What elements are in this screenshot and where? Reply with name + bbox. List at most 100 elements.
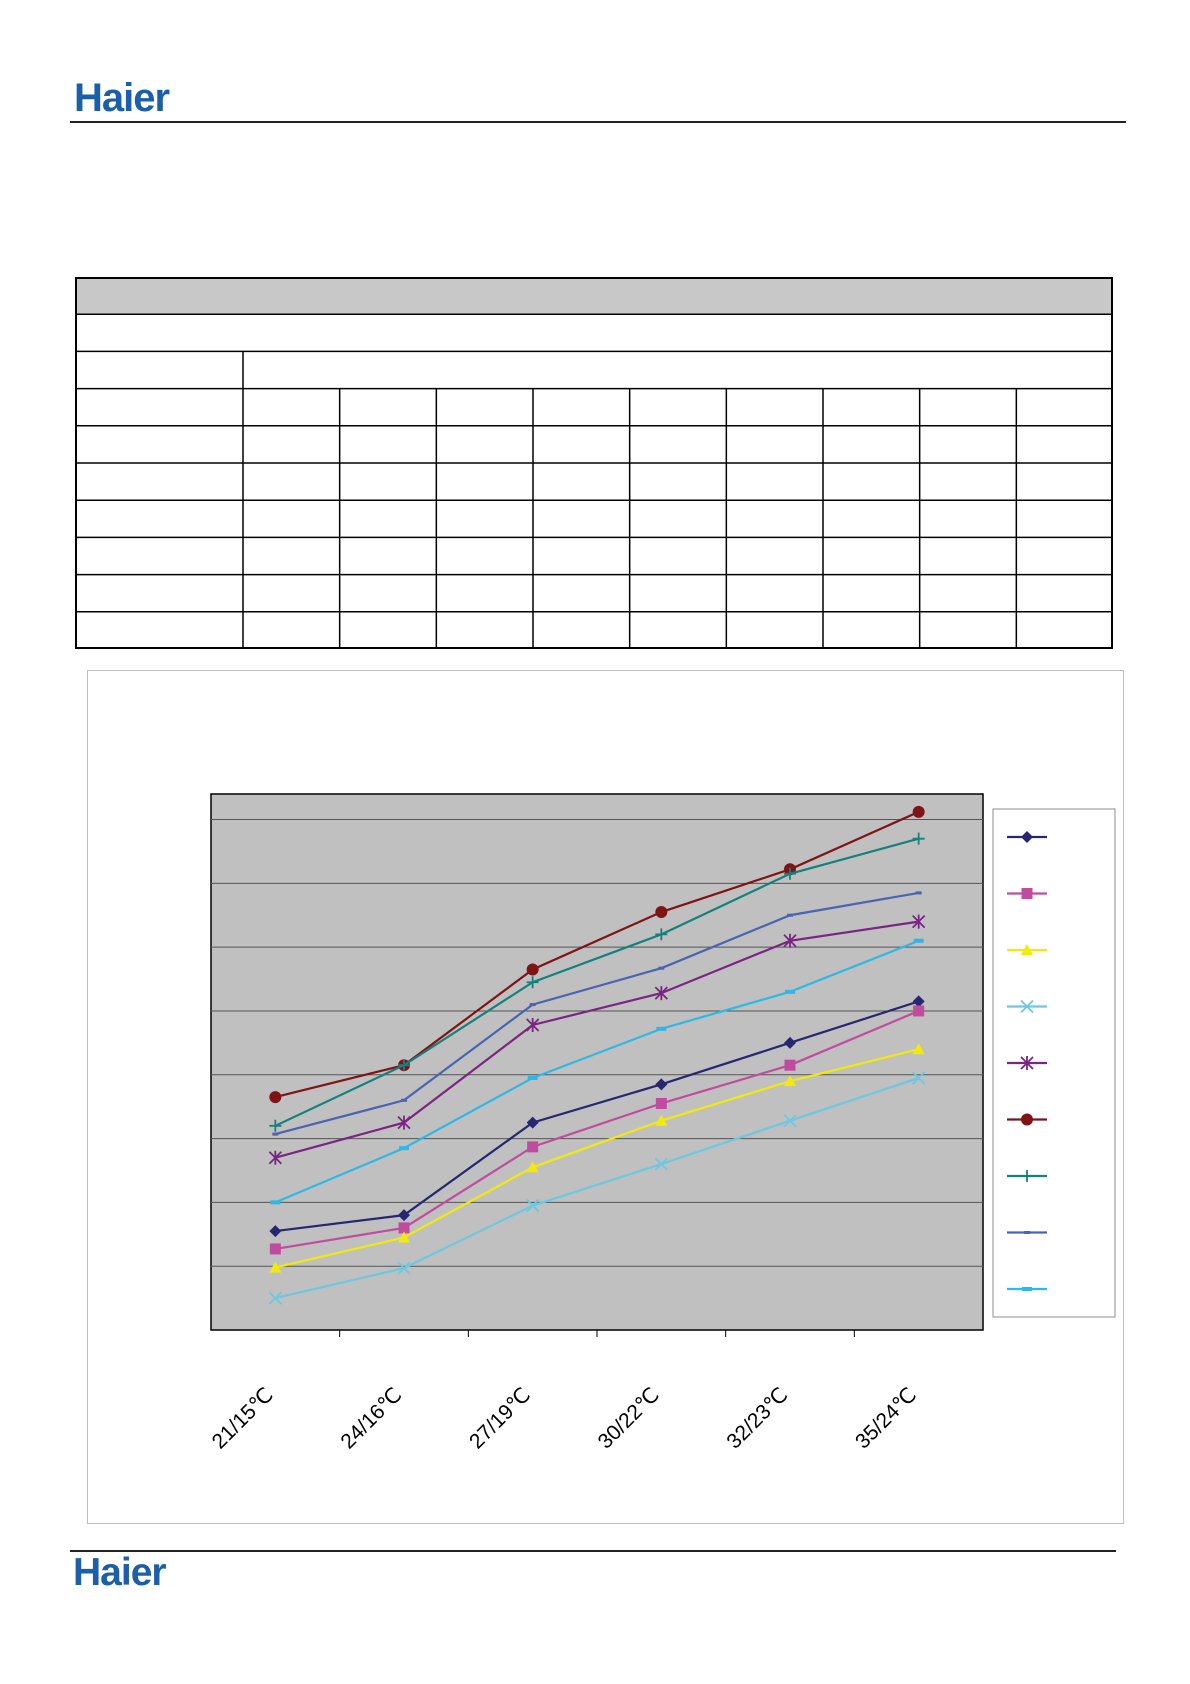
- series-1: [269, 995, 925, 1238]
- series-8-point: [401, 1098, 407, 1102]
- series-9-point: [913, 938, 924, 943]
- legend-entry-7: [1007, 1170, 1047, 1182]
- legend-entry-3: [1007, 944, 1047, 955]
- series-4-point: [397, 1261, 411, 1275]
- series-6-point: [269, 1091, 282, 1104]
- series-3-point: [269, 1261, 282, 1273]
- series-8-line: [275, 891, 919, 1136]
- series-3: [269, 1043, 925, 1273]
- series-6-line: [275, 810, 920, 1099]
- legend-entry-8: [1007, 1231, 1047, 1234]
- series-9-point: [399, 1146, 409, 1151]
- x-tick-label: 32/23℃: [722, 1383, 792, 1453]
- legend-entry-9: [1007, 1287, 1047, 1291]
- series-7-point: [912, 832, 925, 845]
- legend-entry-4: [1007, 999, 1047, 1014]
- series-2-point: [655, 1097, 667, 1109]
- legend-swatch-marker: [1021, 1170, 1033, 1182]
- series-1-point: [784, 1036, 796, 1049]
- series-6-point: [912, 805, 925, 818]
- series-7-point: [655, 928, 668, 941]
- series-9-point: [785, 989, 795, 994]
- series-6-point: [655, 906, 668, 919]
- series-1-point: [526, 1116, 539, 1129]
- series-8-point: [272, 1132, 279, 1136]
- series-3-line: [275, 1048, 919, 1269]
- series-8-point: [787, 913, 793, 917]
- x-tick-label: 24/16℃: [336, 1383, 406, 1453]
- chart-frame: 21/15℃ 24/16℃ 27/19℃ 30/22℃ 32/23℃ 35/24℃: [87, 670, 1124, 1524]
- table-header-row: [76, 278, 1112, 315]
- series-9-point: [270, 1200, 281, 1205]
- haier-logo-bottom: Haier: [73, 1551, 167, 1594]
- legend-swatch-marker: [1022, 1287, 1032, 1291]
- series-5-line: [275, 920, 919, 1159]
- series-7-line: [274, 837, 919, 1127]
- series-3-point: [912, 1043, 925, 1055]
- legend-entry-2: [1007, 888, 1047, 899]
- series-7: [269, 832, 925, 1132]
- series-8-point: [529, 1003, 536, 1007]
- series-6-point: [526, 963, 539, 976]
- series-4-point: [268, 1291, 282, 1305]
- series-8: [272, 891, 922, 1136]
- series-8-point: [915, 891, 922, 895]
- series-2-line: [275, 1009, 920, 1251]
- series-4-point: [912, 1071, 926, 1085]
- series-4-point: [783, 1114, 797, 1128]
- series-1-point: [655, 1078, 668, 1091]
- series-5: [268, 914, 926, 1165]
- series-9: [270, 938, 924, 1205]
- series-1-point: [269, 1225, 282, 1238]
- performance-chart: 21/15℃ 24/16℃ 27/19℃ 30/22℃ 32/23℃ 35/24℃: [208, 793, 1116, 1453]
- footer-rule: [70, 1550, 1116, 1552]
- series-3-point: [526, 1161, 539, 1173]
- series-2: [269, 1005, 925, 1255]
- x-tick-label: 21/15℃: [208, 1383, 278, 1453]
- series-5-point: [268, 1150, 282, 1165]
- legend-swatch-marker: [1021, 944, 1033, 955]
- x-tick-label: 30/22℃: [594, 1383, 664, 1453]
- legend-swatch-marker: [1021, 888, 1033, 899]
- series-4-point: [654, 1157, 668, 1171]
- series-7-point: [784, 867, 796, 880]
- series-5-point: [783, 933, 797, 948]
- x-tick-label: 27/19℃: [465, 1383, 535, 1453]
- haier-logo-top: Haier: [74, 76, 170, 120]
- series-2-point: [913, 1005, 925, 1017]
- series-9-point: [656, 1026, 667, 1031]
- specification-table: [75, 277, 1113, 649]
- series-9-line: [274, 939, 920, 1204]
- legend-entry-1: [1007, 831, 1047, 843]
- series-3-point: [655, 1114, 668, 1126]
- legend-entry-5: [1007, 1056, 1047, 1070]
- series-5-point: [397, 1115, 411, 1130]
- series-5-point: [526, 1017, 540, 1032]
- series-3-point: [398, 1231, 410, 1243]
- legend-swatch-marker: [1020, 999, 1034, 1014]
- series-1-point: [912, 995, 925, 1008]
- series-7-point: [269, 1119, 282, 1132]
- legend-entries: [1007, 831, 1047, 1291]
- series-2-point: [398, 1222, 410, 1234]
- series-1-line: [275, 1000, 920, 1233]
- header-rule: [70, 121, 1126, 123]
- legend-swatch-marker: [1020, 1056, 1034, 1070]
- legend-entry-6: [1007, 1113, 1047, 1126]
- legend-swatch-marker: [1021, 1113, 1033, 1126]
- series-8-point: [658, 966, 665, 970]
- series-3-point: [784, 1075, 796, 1087]
- legend-swatch-marker: [1024, 1231, 1030, 1234]
- series-9-point: [527, 1075, 538, 1080]
- series-2-point: [784, 1059, 796, 1071]
- series-4-line: [275, 1076, 920, 1300]
- series-5-point: [912, 914, 926, 929]
- series-5-point: [654, 986, 668, 1001]
- series-2-point: [269, 1243, 281, 1255]
- x-tick-label: 35/24℃: [851, 1383, 921, 1453]
- series-7-point: [526, 976, 539, 989]
- legend-swatch-marker: [1021, 831, 1033, 843]
- series-7-point: [398, 1059, 410, 1072]
- series-2-point: [527, 1141, 539, 1153]
- series-1-point: [398, 1209, 410, 1222]
